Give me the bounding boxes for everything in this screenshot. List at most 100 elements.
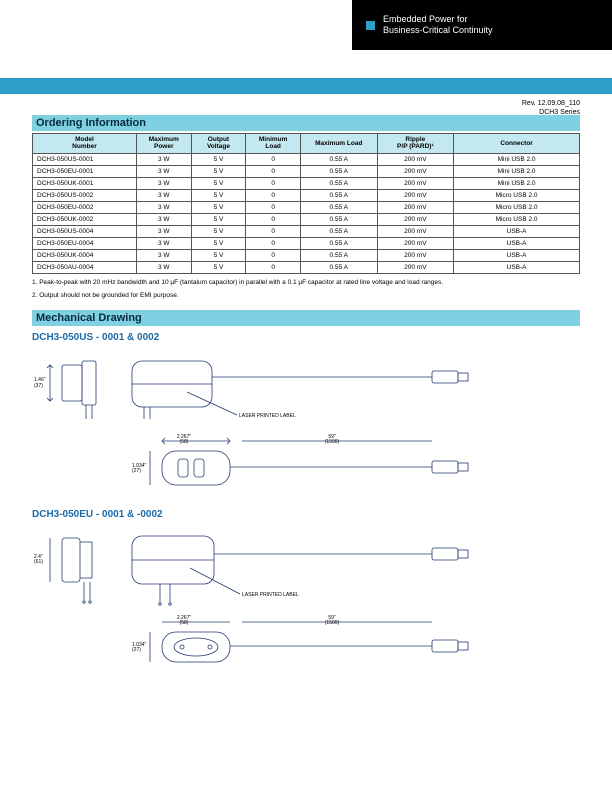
table-cell: 3 W bbox=[136, 225, 191, 237]
table-cell: 0.55 A bbox=[300, 177, 377, 189]
table-cell: 0.55 A bbox=[300, 153, 377, 165]
table-header-cell: OutputVoltage bbox=[191, 134, 246, 154]
table-cell: 5 V bbox=[191, 201, 246, 213]
cyan-separator-bar bbox=[0, 78, 612, 94]
table-row: DCH3-050UK-00023 W5 V00.55 A200 mVMicro … bbox=[33, 213, 580, 225]
dim-1: 1.46"(37) bbox=[34, 377, 46, 389]
table-cell: Micro USB 2.0 bbox=[454, 201, 580, 213]
table-cell: 5 V bbox=[191, 249, 246, 261]
table-cell: 0 bbox=[246, 225, 301, 237]
dim-3b: 2.267"(58) bbox=[177, 615, 192, 626]
tagline-line-1: Embedded Power for bbox=[383, 14, 493, 25]
table-row: DCH3-050EU-00013 W5 V00.55 A200 mVMini U… bbox=[33, 165, 580, 177]
eu-side-drawing: 2.4"(61) LASER PRINTED LABEL bbox=[32, 524, 492, 610]
table-cell: 200 mV bbox=[377, 225, 454, 237]
table-cell: 200 mV bbox=[377, 261, 454, 273]
table-cell: Mini USB 2.0 bbox=[454, 153, 580, 165]
table-header-cell: MaximumPower bbox=[136, 134, 191, 154]
dim-4b: 59"(1500) bbox=[325, 615, 340, 626]
table-cell: Mini USB 2.0 bbox=[454, 165, 580, 177]
table-cell: DCH3-050US-0002 bbox=[33, 189, 137, 201]
table-row: DCH3-050UK-00013 W5 V00.55 A200 mVMini U… bbox=[33, 177, 580, 189]
us-top-drawing: 2.267"(58) 59"(1500) 1.034"(27) bbox=[32, 429, 492, 499]
table-row: DCH3-050EU-00043 W5 V00.55 A200 mVUSB-A bbox=[33, 237, 580, 249]
table-header-cell: RippleP/P (PARD)¹ bbox=[377, 134, 454, 154]
dim-5b: 1.034"(27) bbox=[132, 642, 147, 653]
footnote: 1. Peak-to-peak with 20 mHz bandwidth an… bbox=[32, 278, 580, 287]
footnote: 2. Output should not be grounded for EMI… bbox=[32, 291, 580, 300]
drawing-label-1: DCH3-050US - 0001 & 0002 bbox=[32, 332, 580, 343]
eu-top-drawing: 2.267"(58) 59"(1500) 1.034"(27) bbox=[32, 610, 492, 680]
table-cell: 200 mV bbox=[377, 201, 454, 213]
table-cell: 0 bbox=[246, 165, 301, 177]
table-row: DCH3-050AU-00043 W5 V00.55 A200 mVUSB-A bbox=[33, 261, 580, 273]
table-row: DCH3-050US-00023 W5 V00.55 A200 mVMicro … bbox=[33, 189, 580, 201]
drawing-eu: 2.4"(61) LASER PRINTED LABEL 2.267"(58) … bbox=[32, 524, 580, 680]
table-cell: DCH3-050EU-0004 bbox=[33, 237, 137, 249]
table-header-cell: ModelNumber bbox=[33, 134, 137, 154]
table-cell: 200 mV bbox=[377, 165, 454, 177]
table-cell: DCH3-050EU-0001 bbox=[33, 165, 137, 177]
table-header-cell: MinimumLoad bbox=[246, 134, 301, 154]
table-cell: Micro USB 2.0 bbox=[454, 189, 580, 201]
table-cell: 5 V bbox=[191, 213, 246, 225]
table-cell: Mini USB 2.0 bbox=[454, 177, 580, 189]
main-content: Ordering Information ModelNumberMaximumP… bbox=[32, 115, 580, 690]
table-cell: 0.55 A bbox=[300, 261, 377, 273]
header-banner: Embedded Power for Business-Critical Con… bbox=[352, 0, 612, 50]
table-cell: 200 mV bbox=[377, 189, 454, 201]
dim-3: 2.267"(58) bbox=[177, 434, 192, 445]
table-cell: 3 W bbox=[136, 261, 191, 273]
footnotes: 1. Peak-to-peak with 20 mHz bandwidth an… bbox=[32, 278, 580, 300]
table-cell: 0 bbox=[246, 213, 301, 225]
table-cell: 0.55 A bbox=[300, 237, 377, 249]
table-cell: 0.55 A bbox=[300, 165, 377, 177]
table-cell: 200 mV bbox=[377, 153, 454, 165]
table-cell: 5 V bbox=[191, 165, 246, 177]
dim-5: 1.034"(27) bbox=[132, 463, 147, 474]
table-cell: 200 mV bbox=[377, 249, 454, 261]
table-cell: DCH3-050US-0004 bbox=[33, 225, 137, 237]
table-cell: 0 bbox=[246, 261, 301, 273]
table-cell: 200 mV bbox=[377, 177, 454, 189]
table-cell: DCH3-050UK-0002 bbox=[33, 213, 137, 225]
table-cell: 0.55 A bbox=[300, 213, 377, 225]
table-row: DCH3-050EU-00023 W5 V00.55 A200 mVMicro … bbox=[33, 201, 580, 213]
table-cell: 0.55 A bbox=[300, 189, 377, 201]
table-cell: 0 bbox=[246, 201, 301, 213]
table-cell: 3 W bbox=[136, 201, 191, 213]
table-cell: DCH3-050UK-0001 bbox=[33, 177, 137, 189]
table-cell: 0 bbox=[246, 237, 301, 249]
table-cell: 3 W bbox=[136, 177, 191, 189]
table-cell: 0 bbox=[246, 177, 301, 189]
ordering-table: ModelNumberMaximumPowerOutputVoltageMini… bbox=[32, 133, 580, 274]
table-cell: 0.55 A bbox=[300, 201, 377, 213]
table-cell: 5 V bbox=[191, 261, 246, 273]
table-cell: DCH3-050EU-0002 bbox=[33, 201, 137, 213]
table-cell: DCH3-050AU-0004 bbox=[33, 261, 137, 273]
table-cell: 200 mV bbox=[377, 237, 454, 249]
table-header-cell: Maximum Load bbox=[300, 134, 377, 154]
table-cell: 3 W bbox=[136, 213, 191, 225]
table-cell: DCH3-050US-0001 bbox=[33, 153, 137, 165]
table-cell: 0 bbox=[246, 249, 301, 261]
tagline-line-2: Business-Critical Continuity bbox=[383, 25, 493, 36]
laser-label-1: LASER PRINTED LABEL bbox=[239, 413, 296, 419]
table-cell: 5 V bbox=[191, 237, 246, 249]
table-row: DCH3-050UK-00043 W5 V00.55 A200 mVUSB-A bbox=[33, 249, 580, 261]
table-cell: DCH3-050UK-0004 bbox=[33, 249, 137, 261]
table-cell: USB-A bbox=[454, 249, 580, 261]
table-cell: USB-A bbox=[454, 225, 580, 237]
table-row: DCH3-050US-00043 W5 V00.55 A200 mVUSB-A bbox=[33, 225, 580, 237]
mechanical-title: Mechanical Drawing bbox=[32, 310, 580, 326]
table-cell: 0.55 A bbox=[300, 249, 377, 261]
dim-6: 2.4"(61) bbox=[34, 554, 43, 565]
table-cell: 3 W bbox=[136, 165, 191, 177]
brand-square-icon bbox=[366, 21, 375, 30]
laser-label-2: LASER PRINTED LABEL bbox=[242, 592, 299, 598]
drawing-us: 1.46"(37) LASER PRINTED LABEL 2.267"(58) bbox=[32, 347, 580, 499]
table-cell: 5 V bbox=[191, 189, 246, 201]
table-cell: 200 mV bbox=[377, 213, 454, 225]
table-cell: 0 bbox=[246, 153, 301, 165]
header-tagline: Embedded Power for Business-Critical Con… bbox=[383, 14, 493, 37]
